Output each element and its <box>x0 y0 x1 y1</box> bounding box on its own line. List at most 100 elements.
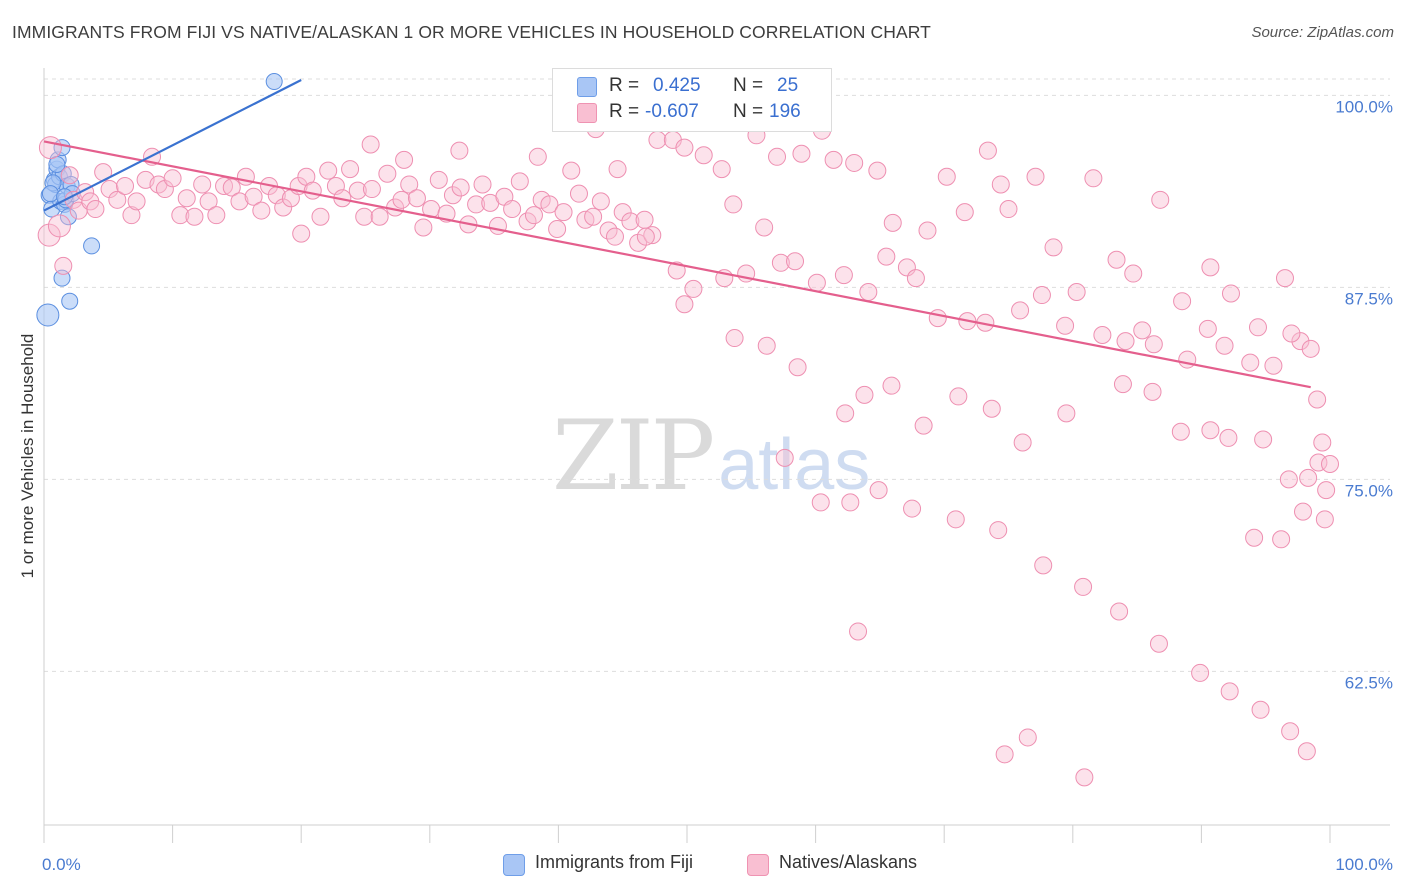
native-point <box>667 261 686 280</box>
native-point <box>1309 453 1328 472</box>
native-point <box>1299 468 1318 487</box>
native-point <box>86 200 105 219</box>
native-point <box>37 223 61 247</box>
native-point <box>1254 430 1273 449</box>
x-tick-label: 100.0% <box>1335 855 1393 874</box>
native-point <box>1248 318 1267 337</box>
native-point <box>1093 325 1112 344</box>
legend-r-value-native: -0.607 <box>645 101 699 122</box>
native-point <box>362 180 381 199</box>
native-point <box>222 178 241 197</box>
native-point <box>621 212 640 231</box>
fiji-point <box>61 292 79 310</box>
native-point <box>429 170 448 189</box>
native-point <box>635 210 654 229</box>
native-point <box>199 192 218 211</box>
native-point <box>1133 321 1152 340</box>
native-point <box>303 181 322 200</box>
native-point <box>1034 556 1053 575</box>
native-point <box>684 279 703 298</box>
native-point <box>244 187 263 206</box>
native-point <box>414 218 433 237</box>
native-point <box>1321 455 1339 474</box>
fiji-trend-line <box>43 79 302 212</box>
native-point <box>311 207 330 226</box>
native-point <box>1113 375 1132 394</box>
native-point <box>868 161 887 180</box>
native-point <box>675 138 694 157</box>
native-point <box>608 160 627 179</box>
native-point <box>724 195 743 214</box>
native-point <box>1074 577 1093 596</box>
native-point <box>122 206 141 225</box>
native-point <box>392 190 411 209</box>
trend-lines <box>43 79 1311 389</box>
stats-legend: R = 0.425 N = 25 R = -0.607 N = 196 <box>552 68 832 132</box>
native-point <box>1171 422 1190 441</box>
native-point <box>1056 316 1075 335</box>
native-point <box>1191 663 1210 682</box>
native-point <box>1282 324 1301 343</box>
native-point <box>1313 433 1332 452</box>
native-point <box>584 207 603 226</box>
native-point <box>882 376 901 395</box>
native-point <box>1044 238 1063 257</box>
native-point <box>694 146 713 165</box>
native-point <box>712 160 731 179</box>
y-tick-label: 75.0% <box>1345 481 1393 500</box>
native-point <box>995 745 1014 764</box>
native-point <box>400 175 419 194</box>
native-point <box>108 190 127 209</box>
native-point <box>991 175 1010 194</box>
native-point <box>1308 390 1327 409</box>
legend-r-value-fiji: 0.425 <box>653 75 701 96</box>
native-point <box>127 192 146 211</box>
native-point <box>451 178 470 197</box>
native-point <box>989 521 1008 540</box>
native-point <box>60 166 79 185</box>
native-point <box>1018 728 1037 747</box>
native-point <box>771 253 790 272</box>
native-point <box>370 207 389 226</box>
native-point <box>918 221 937 240</box>
native-point <box>775 448 794 467</box>
native-point <box>524 206 543 225</box>
native-point <box>788 358 807 377</box>
native-point <box>1151 190 1170 209</box>
watermark-atlas: atlas <box>718 425 871 505</box>
native-point <box>955 203 974 222</box>
native-point <box>786 252 805 271</box>
native-point <box>348 181 367 200</box>
native-point <box>1264 356 1283 375</box>
native-point <box>378 164 397 183</box>
native-point <box>807 273 826 292</box>
native-point <box>510 172 529 191</box>
native-trend-line <box>43 140 1311 389</box>
native-point <box>877 247 896 266</box>
legend-n-value-fiji: 25 <box>777 75 799 96</box>
native-point <box>841 493 860 512</box>
native-point <box>1013 433 1032 452</box>
native-point <box>946 510 965 529</box>
native-point <box>292 224 311 243</box>
native-point <box>1219 428 1238 447</box>
native-point <box>1075 768 1094 787</box>
native-point <box>1245 528 1264 547</box>
native-point <box>937 167 956 186</box>
native-point <box>1297 742 1316 761</box>
legend-n-label: N = <box>733 75 764 96</box>
y-tick-label: 100.0% <box>1335 97 1393 116</box>
native-point <box>824 150 843 169</box>
fiji-point <box>59 208 77 226</box>
native-point <box>1315 510 1334 529</box>
native-point <box>1107 250 1126 269</box>
native-point <box>274 198 293 217</box>
native-point <box>1293 502 1312 521</box>
native-point <box>230 192 249 211</box>
native-point <box>1026 167 1045 186</box>
native-point <box>355 207 374 226</box>
native-point <box>605 227 624 246</box>
chart-title: IMMIGRANTS FROM FIJI VS NATIVE/ALASKAN 1… <box>12 22 931 42</box>
native-point <box>1067 282 1086 301</box>
